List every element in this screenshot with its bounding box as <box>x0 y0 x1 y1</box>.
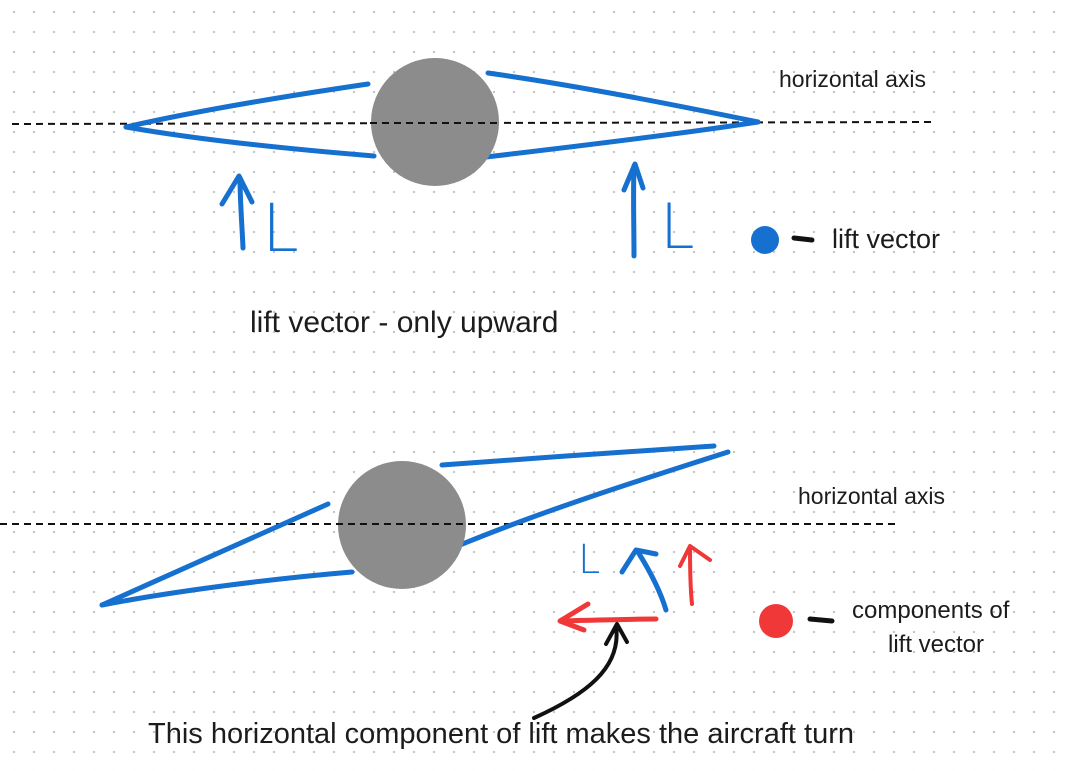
bottom-right-wing <box>439 443 731 548</box>
legend-lift-label: lift vector <box>832 224 941 254</box>
bottom-tilted-lift-arrow <box>619 547 669 613</box>
bottom-caption: This horizontal component of lift makes … <box>148 718 854 750</box>
legend-components-label-line2: lift vector <box>888 631 985 658</box>
legend-components-label-line1: components of <box>852 597 1010 624</box>
bottom-lift-letter: L <box>578 537 601 583</box>
legend-blue-dot <box>751 226 779 254</box>
top-right-lift-arrow <box>621 161 646 259</box>
bottom-left-wing <box>99 501 355 608</box>
top-left-lift-arrow <box>219 173 255 251</box>
legend-red-dash <box>807 616 835 624</box>
top-left-wing <box>123 81 377 159</box>
top-right-lift-letter: L <box>660 190 695 263</box>
legend-red-dot <box>759 604 793 638</box>
top-right-wing <box>483 70 761 160</box>
vertical-component-arrow <box>678 544 712 606</box>
callout-pointer-arrow <box>532 622 629 720</box>
top-axis-label: horizontal axis <box>779 66 927 92</box>
top-left-lift-letter: L <box>262 190 299 267</box>
legend-blue-dash <box>791 235 815 243</box>
top-caption: lift vector - only upward <box>250 306 559 339</box>
bottom-axis-label: horizontal axis <box>798 483 946 509</box>
horizontal-component-arrow <box>557 601 659 633</box>
